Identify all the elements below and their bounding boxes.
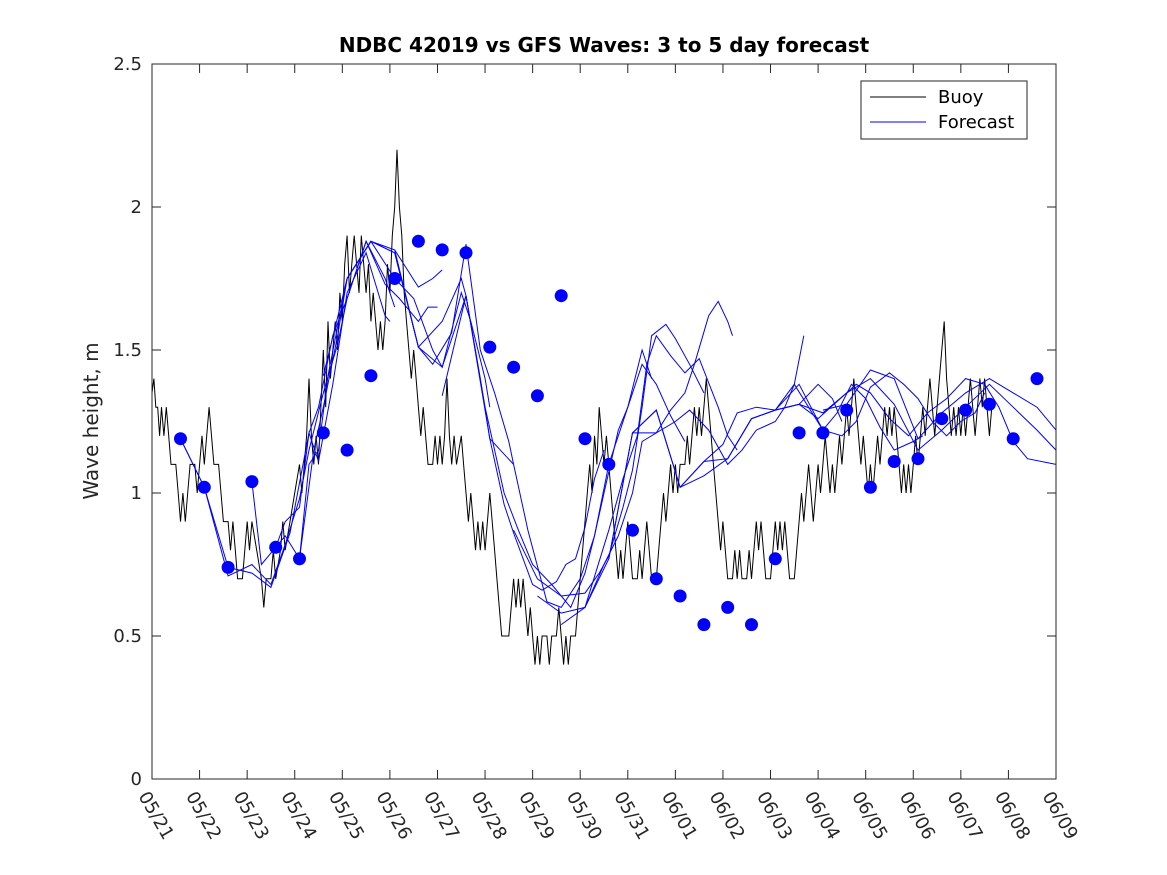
legend: Buoy Forecast <box>860 80 1028 140</box>
forecast-point <box>721 600 735 614</box>
forecast-series-line <box>465 295 686 609</box>
forecast-series-line <box>441 295 653 609</box>
forecast-point <box>364 369 378 383</box>
legend-box <box>860 80 1028 140</box>
y-tick-label: 0 <box>131 769 142 790</box>
forecast-series-line <box>632 383 924 489</box>
y-tick-label: 2 <box>131 197 142 218</box>
forecast-point <box>221 560 235 574</box>
forecast-point <box>935 412 949 426</box>
forecast-point <box>840 403 854 417</box>
buoy-series-line <box>151 149 993 665</box>
forecast-point <box>530 389 544 403</box>
plot-area <box>151 149 1057 665</box>
y-tick-label: 0.5 <box>113 626 142 647</box>
forecast-point <box>197 480 211 494</box>
chart-title: NDBC 42019 vs GFS Waves: 3 to 5 day fore… <box>339 33 870 57</box>
forecast-point <box>982 397 996 411</box>
forecast-series-line <box>513 323 705 597</box>
forecast-point <box>1006 432 1020 446</box>
axes-box <box>151 63 1057 780</box>
forecast-point <box>792 426 806 440</box>
legend-forecast-label: Forecast <box>938 112 1014 133</box>
forecast-point <box>269 540 283 554</box>
forecast-point <box>863 480 877 494</box>
forecast-point <box>911 452 925 466</box>
forecast-point <box>245 475 259 489</box>
forecast-series-line <box>775 377 1057 451</box>
forecast-series-line <box>560 300 733 626</box>
forecast-point <box>507 360 521 374</box>
forecast-point <box>626 523 639 537</box>
forecast-point <box>340 443 354 457</box>
forecast-point <box>411 234 425 248</box>
legend-buoy-label: Buoy <box>938 87 984 108</box>
forecast-point <box>768 552 782 566</box>
forecast-point <box>316 426 330 440</box>
forecast-series-line <box>584 335 805 608</box>
forecast-series-line <box>346 240 515 465</box>
forecast-series-line <box>537 334 738 614</box>
forecast-point <box>745 618 758 632</box>
forecast-point <box>673 589 687 603</box>
forecast-point <box>435 243 449 257</box>
forecast-point <box>816 426 830 440</box>
y-axis-label: Wave height, m <box>79 342 103 499</box>
forecast-point <box>293 552 306 566</box>
forecast-point <box>578 432 592 446</box>
forecast-point <box>602 457 616 471</box>
y-tick-label: 1.5 <box>113 340 142 361</box>
forecast-point <box>697 618 711 632</box>
forecast-point <box>459 246 473 260</box>
y-tick-label: 2.5 <box>113 54 142 75</box>
forecast-series-line <box>394 249 605 591</box>
forecast-point <box>1030 372 1044 386</box>
forecast-point <box>649 572 663 586</box>
forecast-point <box>887 455 901 468</box>
forecast-point <box>554 289 568 303</box>
y-tick-label: 1 <box>131 483 142 504</box>
forecast-point <box>959 403 973 417</box>
forecast-point <box>483 340 497 354</box>
forecast-point <box>388 272 402 285</box>
forecast-point <box>174 432 187 446</box>
